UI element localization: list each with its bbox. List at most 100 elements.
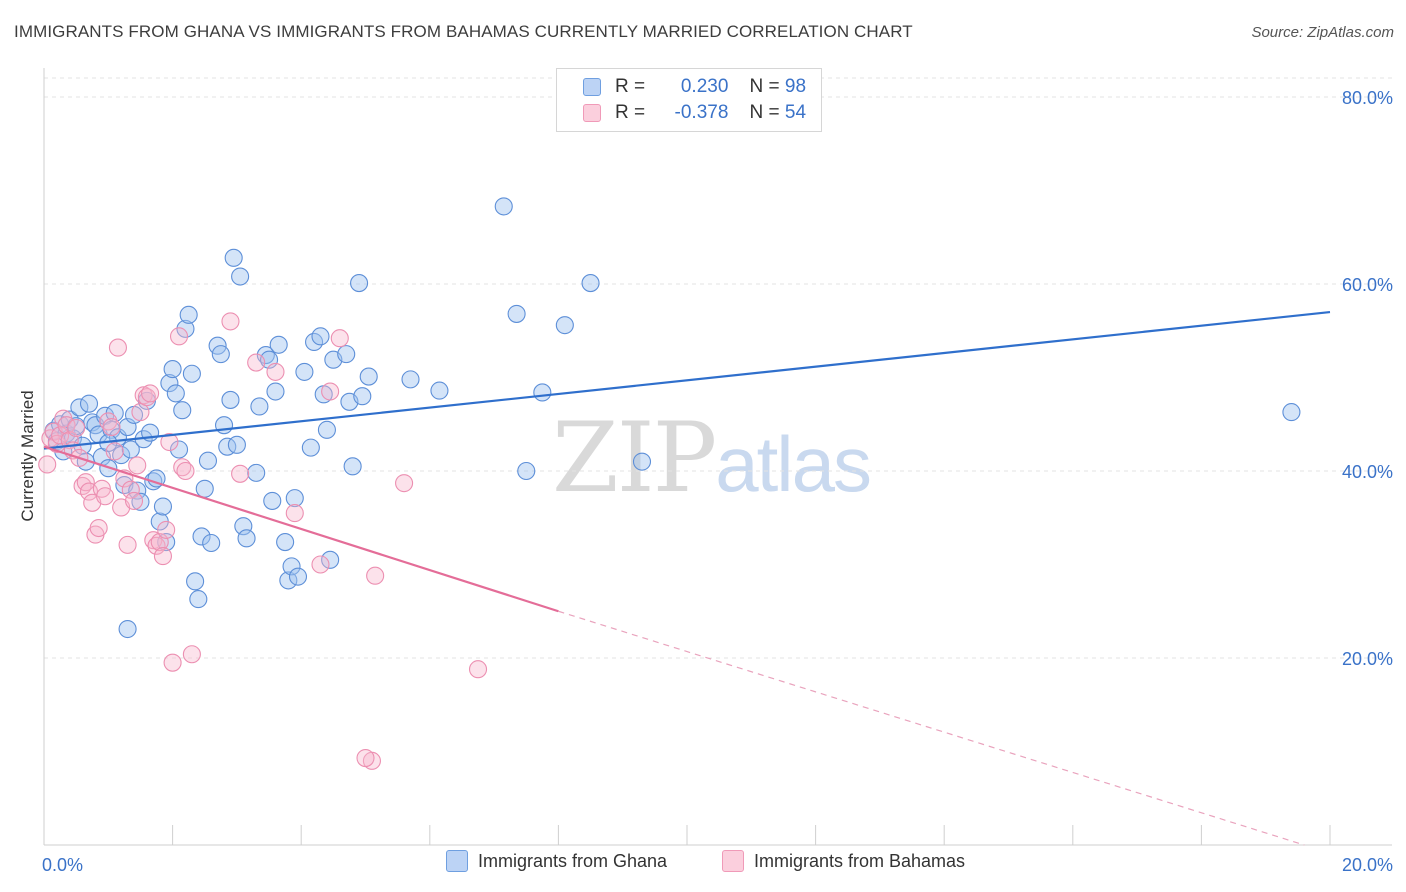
ghana-point [401, 370, 420, 389]
ghana-point [79, 394, 99, 413]
ghana-point [186, 572, 205, 591]
ghana-point [282, 557, 301, 576]
bahamas-point [231, 464, 250, 483]
ghana-point [128, 481, 147, 500]
bahamas-point [96, 487, 115, 506]
ghana-point [147, 469, 166, 488]
ghana-point [202, 533, 221, 553]
ghana-point [276, 533, 295, 552]
bahamas-point [395, 474, 414, 493]
ghana-point [192, 527, 211, 546]
bahamas-point [266, 362, 285, 381]
bahamas-point [121, 480, 140, 499]
trend-lines [43, 310, 1331, 846]
bahamas-point [160, 432, 179, 452]
legend-r-label: R = [615, 76, 646, 97]
bahamas-point [169, 327, 189, 346]
ghana-point [317, 420, 336, 439]
ghana-point [321, 550, 340, 569]
ghana-point [285, 489, 304, 508]
bahamas-point [176, 461, 195, 481]
ghana-point [198, 451, 218, 470]
bahamas-point [321, 382, 340, 401]
ghana-point [189, 590, 208, 609]
ghana-point [211, 345, 230, 364]
ghana-point [227, 435, 246, 454]
ghana-point [182, 364, 201, 383]
bahamas-point [67, 418, 86, 438]
bahamas-point [144, 531, 163, 550]
x-tick-label: 0.0% [42, 855, 83, 875]
ghana-point [173, 401, 192, 420]
ghana-point [160, 374, 179, 393]
ghana-point [266, 382, 285, 401]
ghana-point [153, 497, 173, 516]
legend-n-label: N = [749, 76, 780, 97]
legend-row-bahamas: R = -0.378 N = 54 [583, 100, 806, 126]
bahamas-point [285, 504, 304, 523]
legend-n-value-ghana: 98 [784, 76, 807, 97]
legend-n-value-bahamas: 54 [784, 102, 807, 123]
ghana-point [533, 383, 552, 402]
bottom-legend-bahamas-label: Immigrants from Bahamas [754, 850, 966, 871]
tick-labels: 20.0% 40.0% 60.0% 80.0% 0.0% 20.0% [42, 88, 1393, 875]
ghana-point [163, 360, 182, 379]
ghana-point [581, 274, 600, 293]
y-tick-label: 20.0% [1342, 649, 1393, 669]
legend-n-label: N = [749, 102, 780, 123]
ghana-swatch-icon [583, 78, 601, 96]
y-tick-label: 60.0% [1342, 275, 1393, 295]
bahamas-swatch-icon [583, 104, 601, 122]
x-tick-label: 20.0% [1342, 855, 1393, 875]
ghana-point [269, 335, 288, 354]
watermark-atlas: atlas [715, 420, 872, 508]
ghana-point [118, 619, 137, 639]
data-points [38, 197, 1301, 770]
legend-r-value-ghana: 0.230 [680, 76, 729, 97]
bahamas-point [247, 353, 266, 372]
axes [43, 68, 1392, 846]
ghana-point [166, 384, 185, 403]
bahamas-point [38, 455, 57, 474]
bahamas-point [157, 520, 176, 539]
y-tick-label: 40.0% [1342, 462, 1393, 482]
ghana-point [632, 452, 652, 471]
ghana-legend-swatch-icon [446, 850, 468, 872]
bahamas-point [311, 555, 330, 574]
ghana-trend-line [43, 310, 1331, 450]
bahamas-point [221, 312, 240, 331]
bahamas-point [356, 748, 375, 768]
bottom-legend-ghana-label: Immigrants from Ghana [478, 850, 668, 871]
ghana-point [179, 305, 198, 324]
legend-row-ghana: R = 0.230 N = 98 [583, 74, 806, 100]
y-tick-label: 80.0% [1342, 88, 1393, 108]
ghana-point [353, 387, 372, 406]
bahamas-point [141, 384, 160, 403]
bahamas-point [468, 660, 488, 679]
bahamas-legend-swatch-icon [722, 850, 744, 872]
ghana-point [288, 567, 308, 586]
bahamas-point [102, 418, 121, 437]
bahamas-point [108, 338, 127, 357]
ghana-point [494, 197, 513, 216]
chart-title: IMMIGRANTS FROM GHANA VS IMMIGRANTS FROM… [14, 22, 913, 41]
ghana-point [221, 390, 240, 409]
ghana-point [169, 440, 189, 459]
bahamas-point [153, 547, 173, 566]
ghana-point [195, 479, 214, 498]
ghana-point [176, 319, 195, 338]
ghana-point [295, 362, 314, 381]
ghana-point [343, 457, 362, 476]
bahamas-point [89, 518, 108, 538]
bahamas-point [134, 386, 153, 405]
ghana-point [70, 398, 89, 417]
watermark: ZIPatlas [552, 402, 872, 514]
bahamas-point [163, 653, 182, 672]
bahamas-point [128, 456, 147, 475]
bahamas-point [330, 329, 349, 348]
bahamas-trend-extension [558, 610, 1305, 846]
ghana-point [263, 491, 282, 510]
legend-r-value-bahamas: -0.378 [674, 102, 729, 123]
ghana-point [555, 316, 574, 335]
